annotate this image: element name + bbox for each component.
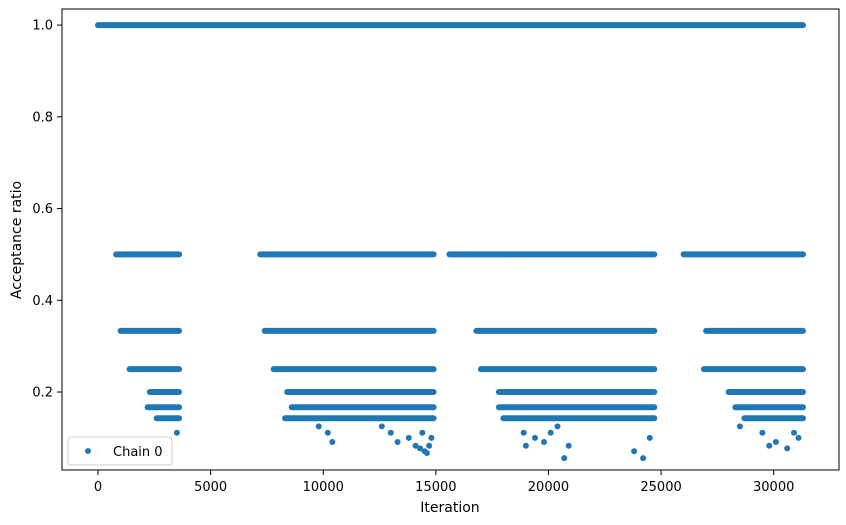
x-tick-label: 5000	[194, 480, 227, 495]
data-point	[565, 442, 572, 449]
data-point	[631, 448, 638, 455]
data-point	[795, 434, 802, 441]
data-point	[759, 429, 766, 436]
data-point	[426, 442, 433, 449]
data-point	[791, 429, 797, 436]
data-point	[423, 450, 430, 456]
data-point	[784, 445, 791, 452]
data-point	[547, 429, 554, 436]
y-tick-label: 0.2	[32, 386, 53, 401]
y-axis: 0.2 0.4 0.6 0.8 1.0	[32, 19, 62, 401]
data-point	[766, 442, 773, 449]
x-tick-label: 20000	[528, 480, 569, 495]
x-axis-label: Iteration	[420, 500, 479, 516]
data-point	[736, 423, 743, 430]
data-point	[522, 442, 529, 449]
legend-label: Chain 0	[113, 445, 163, 460]
y-tick-label: 0.8	[32, 110, 53, 125]
data-point	[315, 423, 322, 430]
plot-marks	[95, 22, 806, 462]
data-point	[646, 434, 653, 441]
legend-marker	[85, 448, 91, 454]
y-tick-label: 0.6	[32, 202, 53, 217]
data-point	[541, 439, 547, 445]
data-point	[428, 434, 435, 441]
series-chain-0	[95, 22, 806, 462]
data-point	[640, 455, 647, 462]
x-tick-label: 0	[94, 480, 102, 495]
data-point	[520, 429, 527, 436]
data-point	[394, 439, 401, 445]
x-tick-label: 10000	[303, 480, 344, 495]
data-point	[561, 455, 568, 462]
y-axis-label: Acceptance ratio	[9, 181, 25, 299]
data-point	[419, 429, 426, 436]
data-point	[405, 434, 412, 441]
data-point	[324, 429, 331, 436]
data-point	[329, 439, 336, 445]
x-tick-label: 15000	[415, 480, 456, 495]
y-tick-label: 1.0	[32, 19, 53, 34]
data-point	[173, 429, 180, 436]
x-tick-label: 30000	[753, 480, 794, 495]
plot-area-frame	[61, 8, 840, 471]
data-point	[378, 423, 385, 430]
x-tick-label: 25000	[640, 480, 681, 495]
data-point	[412, 442, 419, 449]
data-point	[387, 429, 394, 436]
data-point	[417, 445, 424, 452]
x-axis: 0 5000 10000 15000 20000 25000 30000	[94, 470, 794, 495]
data-point	[532, 434, 538, 441]
data-point	[554, 423, 561, 430]
legend-box	[67, 436, 173, 466]
y-tick-label: 0.4	[32, 294, 53, 309]
legend: Chain 0	[67, 436, 173, 466]
data-point	[772, 439, 779, 445]
